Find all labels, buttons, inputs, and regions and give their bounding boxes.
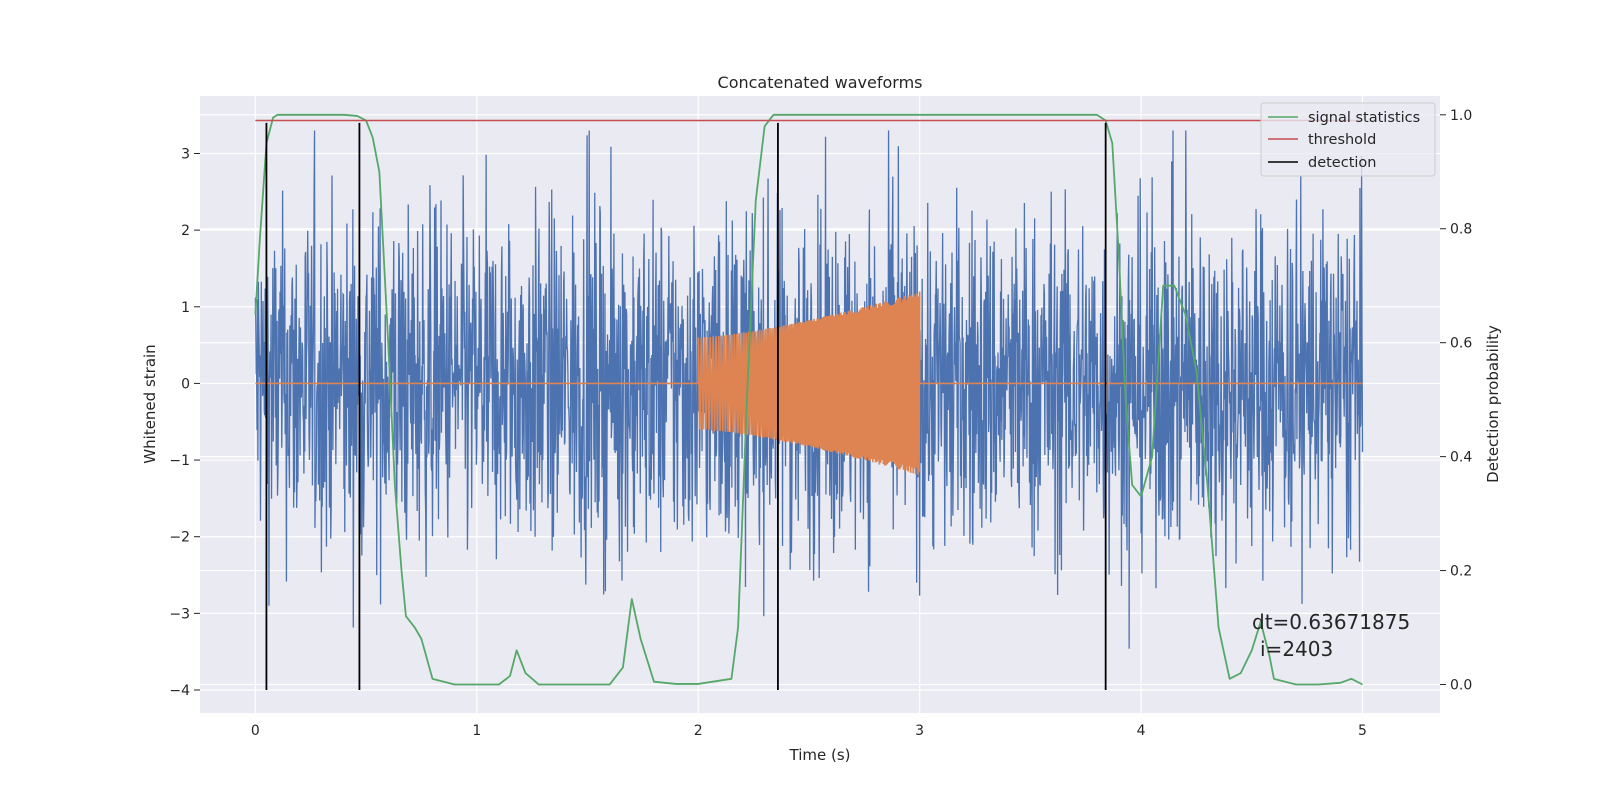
legend-box [1260,102,1436,177]
axis-ticks: 0 1 2 3 4 5 3 2 1 0 −1 −2 −3 −4 1.0 0.8 0.6 0.4 0.2 0.0 [169,108,1472,739]
legend-label-signal-statistics: signal statistics [1308,110,1420,126]
annotation-i: i=2403 [1260,637,1333,661]
y-tick-label: −2 [169,530,190,546]
injection-chirp-line [255,291,1363,475]
legend: signal statistics threshold detection [1260,102,1436,177]
y-tick-label: 0 [181,376,190,392]
chart-title: Concatenated waveforms [718,73,923,92]
y2-tick-label: 0.0 [1450,678,1472,694]
x-tick-label: 3 [915,723,924,739]
y2-tick-label: 0.2 [1450,564,1472,580]
x-tick-label: 5 [1358,723,1367,739]
y2-tick-label: 0.8 [1450,222,1472,238]
y2-tick-label: 0.6 [1450,336,1472,352]
y2-tick-label: 0.4 [1450,450,1472,466]
y-tick-label: 1 [181,300,190,316]
y-tick-label: 3 [181,146,190,162]
x-tick-label: 4 [1137,723,1146,739]
x-tick-label: 1 [472,723,481,739]
x-tick-label: 0 [251,723,260,739]
injection-chirp-series [255,291,1363,475]
y-tick-label: −3 [169,606,190,622]
y-tick-label: 2 [181,223,190,239]
y-axis-label: Whitened strain [141,344,159,463]
y-tick-label: −1 [169,453,190,469]
detection-series [265,122,1107,691]
x-tick-label: 2 [694,723,703,739]
legend-label-threshold: threshold [1308,132,1376,148]
y-tick-label: −4 [169,683,190,699]
y2-axis-label: Detection probability [1484,325,1502,483]
signal-statistics-line [254,113,1363,686]
annotation-dt: dt=0.63671875 [1252,610,1410,634]
y2-tick-label: 1.0 [1450,108,1472,124]
signal-statistics-series [254,113,1363,686]
x-axis-label: Time (s) [789,746,851,764]
legend-label-detection: detection [1308,155,1376,171]
